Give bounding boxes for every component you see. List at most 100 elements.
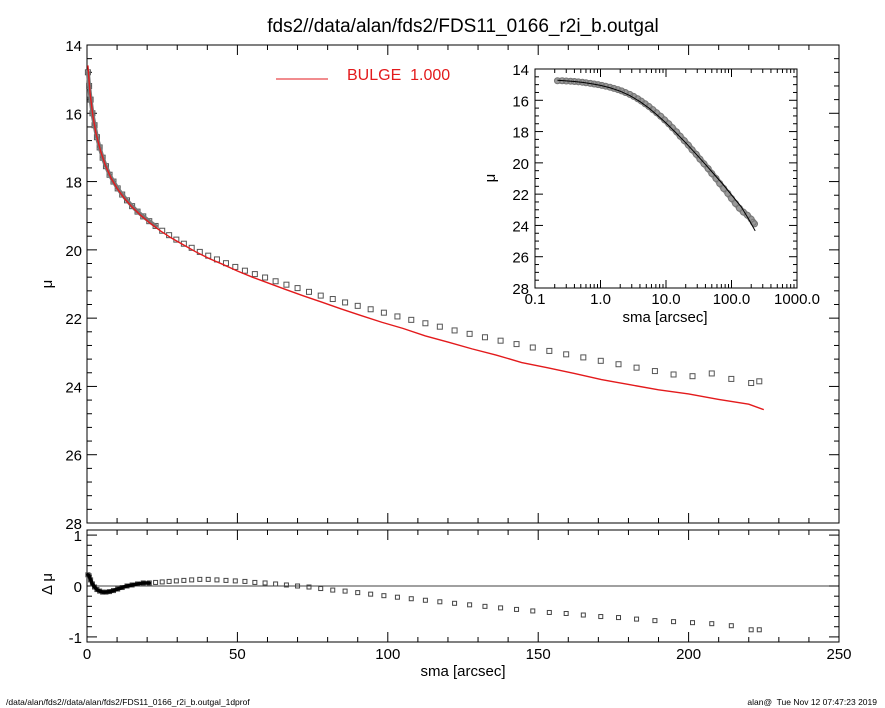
data-point (380, 309, 387, 316)
residual-x-axis-label: sma [arcsec] (420, 663, 505, 680)
residual-x-tick-label: 50 (229, 646, 246, 663)
data-point (748, 380, 755, 387)
main-plot-panel: 14 16 18 20 22 24 26 28 μ BULGE 1.000 (39, 38, 840, 533)
inset-data-point (688, 146, 696, 154)
main-y-tick-label: 14 (65, 38, 82, 55)
inset-data-point (684, 141, 692, 149)
residual-point (728, 623, 734, 629)
data-point (317, 292, 324, 299)
residual-point (530, 608, 536, 614)
data-point (546, 347, 553, 354)
residual-inner-dense-profile (86, 573, 152, 594)
residual-point (273, 581, 279, 587)
inset-plot-panel: 14 16 18 20 22 24 26 28 0.1 1.0 10.0 100.0 1000.0 μ… (482, 62, 820, 326)
residual-point (756, 627, 762, 633)
data-point (272, 278, 279, 285)
inset-data-point (657, 112, 665, 120)
data-point (497, 337, 504, 344)
legend: BULGE 1.000 (276, 67, 450, 84)
inset-y-ticks: 14 16 18 20 22 24 26 28 (512, 62, 797, 298)
residual-x-tick-label: 100 (375, 646, 400, 663)
inset-model-profile (557, 79, 756, 232)
data-point (670, 371, 677, 378)
inset-y-tick-label: 14 (512, 62, 529, 79)
residual-point (381, 593, 387, 599)
residual-y-axis-label: Δ μ (39, 573, 56, 595)
residual-point (342, 588, 348, 594)
inset-y-tick-label: 28 (512, 281, 529, 298)
inset-y-tick-label: 18 (512, 125, 529, 142)
main-y-tick-label: 28 (65, 516, 82, 533)
inset-x-tick-label: 10.0 (651, 291, 680, 308)
main-y-tick-label: 16 (65, 106, 82, 123)
data-point (689, 373, 696, 380)
residual-point (437, 599, 443, 605)
inset-x-tick-label: 100.0 (713, 291, 751, 308)
inset-data-point (692, 150, 700, 158)
residual-point (452, 600, 458, 606)
residual-y-tick-label: 1 (74, 528, 82, 545)
residual-point (634, 616, 640, 622)
main-y-tick-label: 24 (65, 379, 82, 396)
main-y-tick-label: 20 (65, 243, 82, 260)
residual-x-tick-label: 0 (83, 646, 91, 663)
inset-data-point (680, 137, 688, 145)
inset-plot-frame (534, 68, 798, 289)
residual-point (748, 627, 754, 633)
data-point (615, 361, 622, 368)
residual-point (318, 586, 324, 592)
residual-y-tick-label: 0 (74, 579, 82, 596)
inset-y-tick-label: 24 (512, 218, 529, 235)
inset-data-point (661, 116, 669, 124)
residual-x-ticks: 0 50 100 150 200 250 (83, 530, 852, 663)
data-point (408, 316, 415, 323)
data-point (580, 354, 587, 361)
main-y-tick-label: 26 (65, 448, 82, 465)
legend-label-bulge: BULGE 1.000 (347, 67, 450, 84)
residual-point (690, 620, 696, 626)
data-point (305, 288, 312, 295)
residual-point (181, 577, 187, 583)
data-point (651, 368, 658, 375)
data-point (756, 378, 763, 385)
residual-point (197, 576, 203, 582)
residual-point (408, 596, 414, 602)
residual-plot-panel: 10-1 0 50 100 150 200 250 Δ μ sma [arcsec] (39, 528, 852, 680)
residual-point (498, 605, 504, 611)
residual-y-ticks: 1 0 -1 (69, 528, 839, 647)
bulge-model-line (87, 65, 765, 411)
data-point (597, 357, 604, 364)
inset-y-tick-label: 22 (512, 187, 529, 204)
main-y-tick-label: 22 (65, 311, 82, 328)
residual-point (166, 578, 172, 584)
residual-point (295, 583, 301, 589)
data-point (513, 341, 520, 348)
data-point (451, 327, 458, 334)
inset-data-point (665, 120, 673, 128)
inset-y-axis-label: μ (482, 174, 499, 183)
residual-point (598, 614, 604, 620)
residual-point (467, 602, 473, 608)
residual-x-tick-label: 250 (826, 646, 851, 663)
residual-point (368, 591, 374, 597)
main-y-ticks: 14 16 18 20 22 24 26 28 (65, 38, 839, 533)
residual-point (580, 612, 586, 618)
data-point (241, 267, 248, 274)
data-point (633, 364, 640, 371)
data-point (354, 302, 361, 309)
residual-y-tick-label: -1 (69, 630, 82, 647)
residual-point (422, 597, 428, 603)
footer-user-timestamp: alan@ Tue Nov 12 07:47:23 2019 (747, 697, 877, 707)
data-point (529, 344, 536, 351)
main-model-line (87, 65, 765, 411)
inset-data-point (673, 128, 681, 136)
inset-data-point (696, 155, 704, 163)
residual-data-points (85, 572, 762, 633)
residual-point (306, 584, 312, 590)
inset-data-point (653, 109, 661, 117)
residual-point (563, 610, 569, 616)
residual-point (262, 580, 268, 586)
data-point (283, 281, 290, 288)
inset-y-tick-label: 26 (512, 250, 529, 267)
